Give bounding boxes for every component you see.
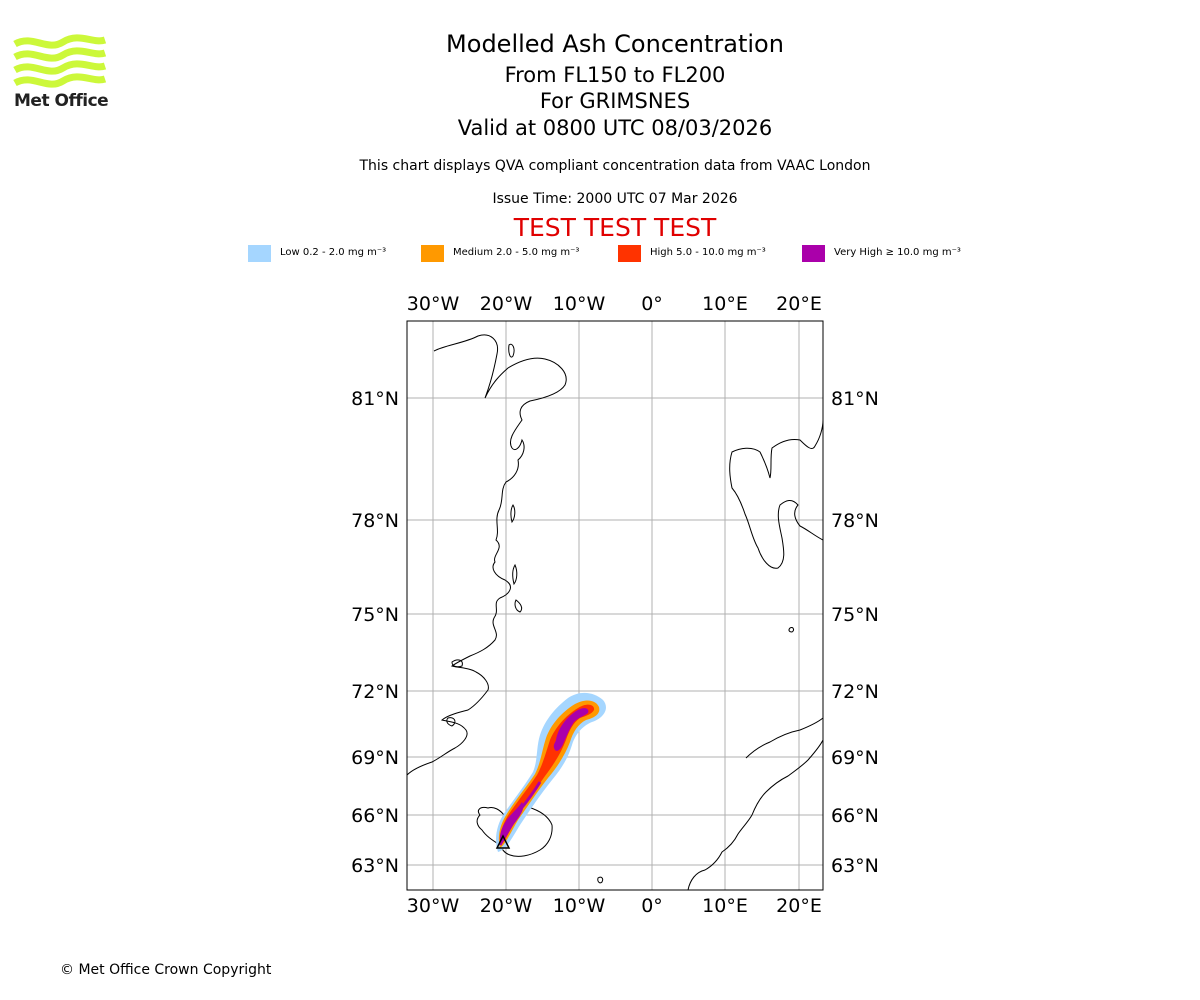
norway-coast-north: [745, 717, 823, 759]
greenland-island: [510, 504, 516, 524]
greenland-island: [514, 599, 523, 613]
greenland-island: [508, 343, 515, 358]
legend-label-low: Low 0.2 - 2.0 mg m⁻³: [280, 247, 387, 258]
valid-time: Valid at 0800 UTC 08/03/2026: [457, 116, 773, 140]
ash-medium: [498, 700, 600, 848]
longitude-tick-label: 30°W: [407, 895, 460, 917]
map-gridlines: [407, 321, 823, 890]
legend-label-very-high: Very High ≥ 10.0 mg m⁻³: [834, 247, 961, 258]
greenland-island: [512, 563, 518, 586]
longitude-tick-label: 0°: [641, 293, 663, 315]
latitude-tick-label: 78°N: [351, 510, 399, 532]
logo-wave: [13, 60, 107, 75]
longitude-tick-label: 10°W: [553, 293, 606, 315]
legend-label-medium: Medium 2.0 - 5.0 mg m⁻³: [453, 247, 580, 258]
norway-coast: [687, 739, 823, 890]
chart-title: Modelled Ash Concentration: [446, 30, 784, 58]
latitude-tick-label: 75°N: [351, 604, 399, 626]
ash-plume: [496, 692, 606, 852]
latitude-tick-label: 72°N: [831, 681, 879, 703]
latitude-tick-label: 66°N: [831, 805, 879, 827]
copyright-notice: © Met Office Crown Copyright: [60, 962, 272, 978]
flight-level-range: From FL150 to FL200: [504, 63, 726, 87]
latitude-tick-label: 75°N: [831, 604, 879, 626]
longitude-tick-label: 20°W: [480, 293, 533, 315]
ash-very-high-band: [498, 781, 542, 846]
longitude-tick-label: 10°E: [702, 293, 748, 315]
latitude-tick-label: 69°N: [351, 747, 399, 769]
longitude-tick-label: 10°W: [553, 895, 606, 917]
logo-wave: [13, 73, 107, 88]
longitude-tick-label: 20°W: [480, 895, 533, 917]
greenland-island: [446, 717, 456, 727]
longitude-tick-label: 10°E: [702, 895, 748, 917]
longitude-tick-label: 20°E: [776, 293, 822, 315]
latitude-tick-label: 81°N: [351, 388, 399, 410]
concentration-legend: Low 0.2 - 2.0 mg m⁻³ Medium 2.0 - 5.0 mg…: [248, 244, 1008, 264]
longitude-tick-label: 30°W: [407, 293, 460, 315]
longitude-tick-label: 20°E: [776, 895, 822, 917]
map-frame: [406, 320, 824, 891]
logo-wave: [13, 34, 107, 49]
legend-swatch-medium: [421, 245, 444, 262]
latitude-tick-label: 81°N: [831, 388, 879, 410]
legend-swatch-very-high: [802, 245, 825, 262]
issue-time: Issue Time: 2000 UTC 07 Mar 2026: [492, 191, 738, 207]
greenland-island: [451, 659, 463, 668]
latitude-tick-label: 72°N: [351, 681, 399, 703]
greenland-coast: [407, 334, 567, 776]
legend-swatch-high: [618, 245, 641, 262]
longitude-tick-label: 0°: [641, 895, 663, 917]
met-office-waves-logo: [13, 34, 107, 88]
latitude-tick-label: 63°N: [831, 855, 879, 877]
volcano-name: For GRIMSNES: [539, 89, 691, 113]
legend-label-high: High 5.0 - 10.0 mg m⁻³: [650, 247, 766, 258]
latitude-tick-label: 78°N: [831, 510, 879, 532]
logo-wave: [13, 47, 107, 62]
svalbard-island: [788, 627, 794, 633]
coastlines: [407, 334, 823, 890]
svalbard-coast: [729, 419, 823, 569]
volcano-marker-icon: [495, 834, 511, 849]
latitude-tick-label: 66°N: [351, 805, 399, 827]
met-office-logo-text: Met Office: [14, 91, 109, 111]
compliance-note: This chart displays QVA compliant concen…: [359, 158, 871, 174]
faroe-island: [597, 876, 604, 884]
latitude-tick-label: 69°N: [831, 747, 879, 769]
test-banner: TEST TEST TEST: [513, 213, 717, 242]
latitude-tick-label: 63°N: [351, 855, 399, 877]
legend-swatch-low: [248, 245, 271, 262]
